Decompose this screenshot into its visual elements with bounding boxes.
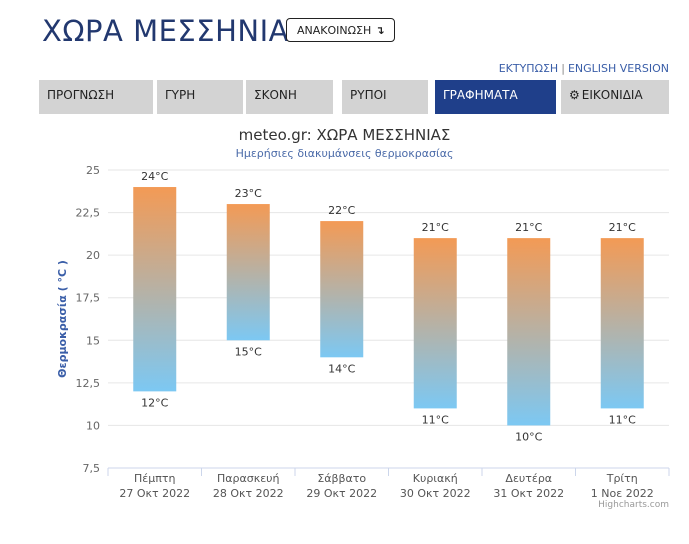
- y-axis-title: Θερμοκρασία ( °C ): [56, 260, 69, 378]
- tab-pollutants[interactable]: ΡΥΠΟΙ: [342, 80, 428, 114]
- announcements-button[interactable]: ΑΝΑΚΟΙΝΩΣΗ ↴: [286, 18, 396, 42]
- low-temp-label: 14°C: [328, 362, 355, 375]
- high-temp-label: 21°C: [422, 221, 449, 234]
- temperature-bar[interactable]: [320, 221, 364, 358]
- tab-label: ΓΡΑΦΗΜΑΤΑ: [443, 88, 518, 102]
- english-version-link[interactable]: ENGLISH VERSION: [567, 62, 669, 75]
- tab-label: ΠΡΟΓΝΩΣΗ: [47, 88, 115, 102]
- high-temp-label: 23°C: [235, 187, 262, 200]
- temperature-bar[interactable]: [226, 204, 270, 341]
- tab-bar: ΠΡΟΓΝΩΣΗ ΓΥΡΗ ΣΚΟΝΗ ΡΥΠΟΙ ΓΡΑΦΗΜΑΤΑ ⚙ ΕΙΚ…: [39, 80, 669, 114]
- page-title: ΧΩΡΑ ΜΕΣΣΗΝΙΑΣ: [42, 14, 308, 48]
- y-tick-label: 7,5: [83, 462, 101, 475]
- temperature-bar[interactable]: [507, 238, 551, 426]
- temperature-bar[interactable]: [133, 187, 177, 392]
- tab-label: ΡΥΠΟΙ: [350, 88, 387, 102]
- high-temp-label: 21°C: [609, 221, 636, 234]
- low-temp-label: 11°C: [422, 413, 449, 426]
- y-tick-label: 10: [86, 419, 100, 432]
- y-tick-label: 25: [86, 164, 100, 177]
- tab-icons[interactable]: ⚙ ΕΙΚΟΝΙΔΙΑ: [561, 80, 669, 114]
- x-category-day: Τρίτη: [606, 472, 638, 485]
- x-category-date: 29 Οκτ 2022: [306, 487, 377, 500]
- chart-subtitle: Ημερήσιες διακυμάνσεις θερμοκρασίας: [236, 147, 454, 160]
- x-category-date: 30 Οκτ 2022: [400, 487, 471, 500]
- x-category-date: 27 Οκτ 2022: [119, 487, 190, 500]
- x-category-day: Σάββατο: [317, 472, 366, 485]
- low-temp-label: 10°C: [515, 430, 542, 443]
- arrow-down-icon: ↴: [375, 23, 385, 37]
- low-temp-label: 11°C: [609, 413, 636, 426]
- announcements-label: ΑΝΑΚΟΙΝΩΣΗ: [297, 23, 372, 37]
- x-category-date: 1 Νοε 2022: [591, 487, 654, 500]
- temperature-bar[interactable]: [600, 238, 644, 409]
- gear-icon: ⚙: [569, 88, 580, 102]
- x-category-day: Πέμπτη: [134, 472, 175, 485]
- high-temp-label: 21°C: [515, 221, 542, 234]
- low-temp-label: 12°C: [141, 396, 168, 409]
- temperature-range-chart: meteo.gr: ΧΩΡΑ ΜΕΣΣΗΝΙΑΣ Ημερήσιες διακυμ…: [56, 126, 670, 500]
- high-temp-label: 22°C: [328, 204, 355, 217]
- tab-pollen[interactable]: ΓΥΡΗ: [157, 80, 243, 114]
- x-category-day: Δευτέρα: [505, 472, 552, 485]
- tab-charts[interactable]: ΓΡΑΦΗΜΑΤΑ: [435, 80, 556, 114]
- x-category-day: Παρασκευή: [217, 472, 280, 485]
- x-category-date: 28 Οκτ 2022: [213, 487, 284, 500]
- y-tick-label: 22,5: [76, 207, 101, 220]
- chart-credits[interactable]: Highcharts.com: [598, 500, 669, 510]
- y-tick-label: 12,5: [76, 377, 101, 390]
- print-link[interactable]: ΕΚΤΥΠΩΣΗ: [498, 62, 559, 75]
- x-category-date: 31 Οκτ 2022: [493, 487, 564, 500]
- chart-title: meteo.gr: ΧΩΡΑ ΜΕΣΣΗΝΙΑΣ: [239, 126, 451, 144]
- y-tick-label: 17,5: [76, 292, 101, 305]
- tab-label: ΓΥΡΗ: [165, 88, 196, 102]
- x-category-day: Κυριακή: [413, 472, 458, 485]
- tab-dust[interactable]: ΣΚΟΝΗ: [246, 80, 333, 114]
- tab-label: ΕΙΚΟΝΙΔΙΑ: [581, 88, 643, 102]
- low-temp-label: 15°C: [235, 345, 262, 358]
- high-temp-label: 24°C: [141, 170, 168, 183]
- y-tick-label: 15: [86, 334, 100, 347]
- link-separator: |: [561, 62, 565, 75]
- temperature-bar[interactable]: [413, 238, 457, 409]
- top-links: ΕΚΤΥΠΩΣΗ | ENGLISH VERSION: [499, 62, 669, 75]
- y-tick-label: 20: [86, 249, 100, 262]
- tab-forecast[interactable]: ΠΡΟΓΝΩΣΗ: [39, 80, 153, 114]
- tab-label: ΣΚΟΝΗ: [254, 88, 297, 102]
